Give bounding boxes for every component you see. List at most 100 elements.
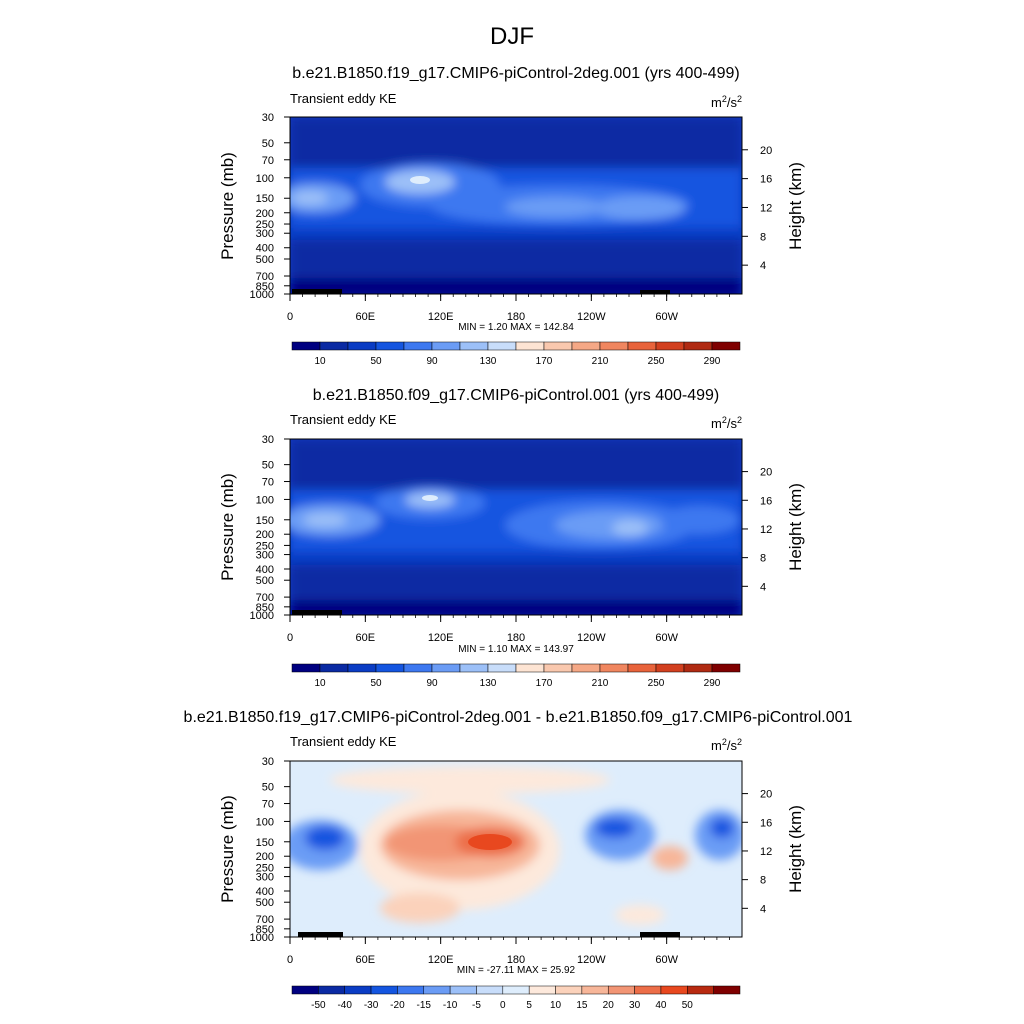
colorbar-swatch [607, 985, 635, 995]
panel-3-ylabel: Pressure (mb) [218, 795, 237, 903]
y-tick-label: 400 [256, 243, 274, 255]
colorbar-swatch [599, 663, 629, 673]
y-tick-label: 150 [256, 515, 274, 527]
y-tick-label: 300 [256, 228, 274, 240]
colorbar-swatch [431, 663, 461, 673]
y-tick-label: 30 [262, 756, 274, 768]
colorbar-swatch [571, 341, 601, 351]
panel-2-title: b.e21.B1850.f09_g17.CMIP6-piControl.001 … [313, 387, 719, 404]
x-tick-label: 60W [655, 632, 678, 644]
colorbar-label: 50 [682, 1000, 694, 1011]
colorbar-swatch [291, 985, 319, 995]
y-tick-label: 70 [262, 799, 274, 811]
panel-3: b.e21.B1850.f19_g17.CMIP6-piControl-2deg… [184, 709, 853, 1011]
y-tick-label: 100 [256, 494, 274, 506]
colorbar-label: 170 [536, 356, 553, 367]
colorbar-swatch [683, 341, 713, 351]
panel-3-stats: MIN = -27.11 MAX = 25.92 [457, 965, 576, 976]
colorbar-swatch [397, 985, 425, 995]
y-right-tick-label: 12 [760, 202, 772, 214]
colorbar-label: -15 [417, 1000, 432, 1011]
colorbar-label: -10 [443, 1000, 458, 1011]
colorbar-swatch [403, 341, 433, 351]
y-tick-label: 500 [256, 254, 274, 266]
y-tick-label: 1000 [250, 289, 274, 301]
y-tick-label: 1000 [250, 610, 274, 622]
panel-2-ylabel-right: Height (km) [786, 483, 805, 571]
colorbar-label: 130 [480, 678, 497, 689]
y-tick-label: 850 [256, 602, 274, 614]
colorbar-swatch [318, 985, 345, 995]
panel-1-contour-field [290, 117, 742, 294]
colorbar-swatch [543, 663, 573, 673]
panel-2-colorbar: 10 50 90 130 170 210 250 290 [291, 663, 741, 689]
x-tick-label: 120W [577, 311, 606, 323]
x-tick-label: 120E [428, 632, 454, 644]
colorbar-label: 90 [426, 356, 438, 367]
colorbar-swatch [487, 663, 517, 673]
colorbar-label: 10 [314, 678, 326, 689]
y-right-tick-label: 20 [760, 467, 772, 479]
colorbar-swatch [655, 663, 685, 673]
panel-1-ylabel: Pressure (mb) [218, 152, 237, 260]
y-right-tick-label: 20 [760, 789, 772, 801]
y-tick-label: 700 [256, 271, 274, 283]
panel-1-units: m2/s2 [711, 94, 742, 110]
x-tick-label: 60W [655, 954, 678, 966]
panel-1-title: b.e21.B1850.f19_g17.CMIP6-piControl-2deg… [292, 65, 739, 82]
panel-3-x-ticks: 0 60E 120E 180 120W 60W [287, 937, 730, 966]
colorbar-label: -40 [337, 1000, 352, 1011]
colorbar-swatch [627, 663, 657, 673]
colorbar-swatch [375, 341, 405, 351]
panel-1: b.e21.B1850.f19_g17.CMIP6-piControl-2deg… [218, 65, 805, 367]
panel-2: b.e21.B1850.f09_g17.CMIP6-piControl.001 … [218, 387, 805, 689]
y-tick-label: 70 [262, 477, 274, 489]
y-right-tick-label: 12 [760, 524, 772, 536]
y-tick-label: 150 [256, 193, 274, 205]
colorbar-label: -30 [364, 1000, 379, 1011]
colorbar-swatch [459, 663, 489, 673]
colorbar-swatch [459, 341, 489, 351]
colorbar-swatch [347, 341, 377, 351]
colorbar-swatch [687, 985, 714, 995]
colorbar-swatch [581, 985, 609, 995]
x-tick-label: 60E [356, 311, 376, 323]
panel-3-units: m2/s2 [711, 737, 742, 753]
x-tick-label: 60W [655, 311, 678, 323]
colorbar-swatch [599, 341, 629, 351]
colorbar-swatch [487, 341, 517, 351]
panel-2-variable-label: Transient eddy KE [290, 412, 397, 427]
panel-3-title: b.e21.B1850.f19_g17.CMIP6-piControl-2deg… [184, 709, 853, 726]
x-tick-label: 60E [356, 632, 376, 644]
colorbar-swatch [291, 341, 321, 351]
panel-3-ylabel-right: Height (km) [786, 805, 805, 893]
y-tick-label: 150 [256, 837, 274, 849]
y-tick-label: 250 [256, 540, 274, 552]
colorbar-swatch [528, 985, 556, 995]
x-tick-label: 180 [507, 311, 525, 323]
panel-3-y-right-ticks: 20 16 12 8 4 [742, 789, 772, 915]
colorbar-swatch [476, 985, 504, 995]
colorbar-swatch [543, 341, 573, 351]
colorbar-swatch [713, 985, 741, 995]
colorbar-label: 10 [550, 1000, 562, 1011]
colorbar-swatch [344, 985, 372, 995]
colorbar-label: 5 [526, 1000, 532, 1011]
y-tick-label: 1000 [250, 932, 274, 944]
y-tick-label: 100 [256, 816, 274, 828]
y-tick-label: 250 [256, 862, 274, 874]
y-tick-label: 50 [262, 782, 274, 794]
panel-1-x-ticks: 0 60E 120E 180 120W 60W [287, 294, 730, 323]
colorbar-label: 250 [648, 678, 665, 689]
y-tick-label: 850 [256, 281, 274, 293]
colorbar-label: 20 [603, 1000, 615, 1011]
panel-1-ylabel-right: Height (km) [786, 162, 805, 250]
y-right-tick-label: 16 [760, 174, 772, 186]
x-tick-label: 120W [577, 954, 606, 966]
colorbar-label: 50 [370, 356, 382, 367]
colorbar-label: 90 [426, 678, 438, 689]
x-tick-label: 180 [507, 954, 525, 966]
colorbar-swatch [370, 985, 398, 995]
colorbar-swatch [711, 663, 741, 673]
